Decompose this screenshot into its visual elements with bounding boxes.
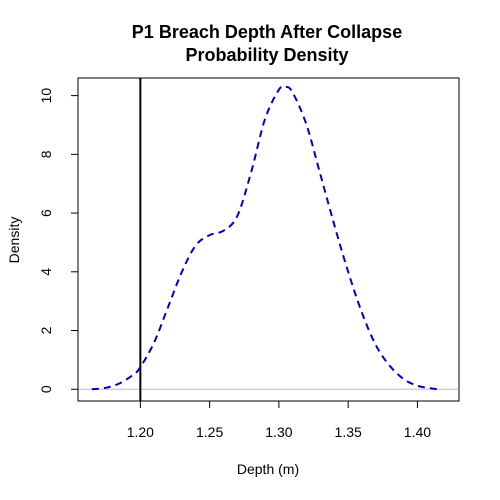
x-tick-label: 1.40	[404, 424, 431, 440]
y-tick-label: 6	[38, 209, 54, 217]
chart-title-line-2: Probability Density	[185, 45, 348, 65]
x-tick-label: 1.25	[196, 424, 223, 440]
y-axis-label: Density	[6, 217, 22, 264]
x-axis-label: Depth (m)	[237, 461, 299, 477]
x-tick-label: 1.30	[265, 424, 292, 440]
x-axis: 1.20 1.25 1.30 1.35 1.40	[127, 401, 431, 440]
x-tick-label: 1.20	[127, 424, 154, 440]
y-axis: 0 2 4 6 8 10	[38, 88, 78, 393]
y-tick-label: 2	[38, 326, 54, 334]
x-tick-label: 1.35	[335, 424, 362, 440]
y-tick-label: 4	[38, 268, 54, 276]
plot-frame	[77, 77, 460, 402]
y-tick-label: 8	[38, 150, 54, 158]
y-tick-label: 0	[38, 385, 54, 393]
density-series-line	[91, 85, 439, 391]
y-tick-label: 10	[38, 88, 54, 104]
chart-title-line-1: P1 Breach Depth After Collapse	[132, 22, 402, 42]
